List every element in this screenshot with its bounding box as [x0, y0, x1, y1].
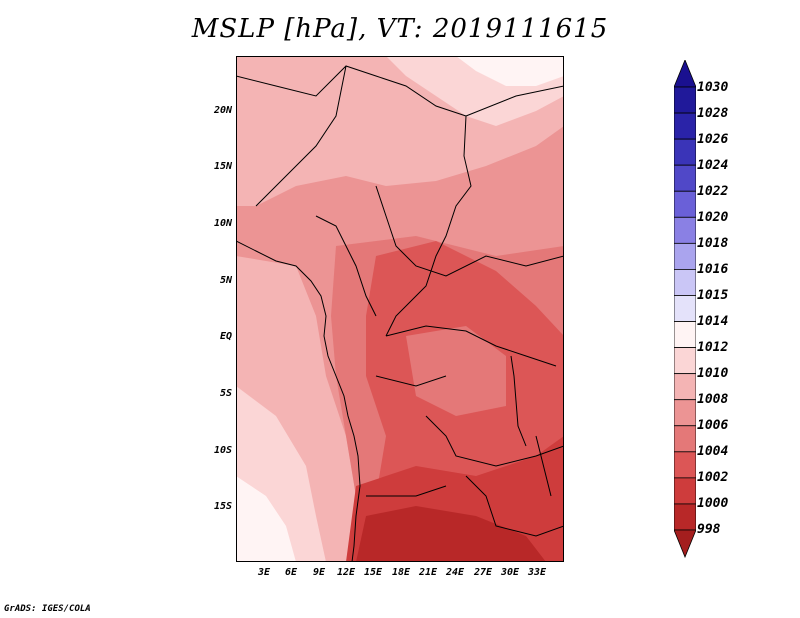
x-axis-label: 6E: [284, 567, 298, 578]
colorbar-band: [674, 164, 696, 192]
y-axis-label: 10N: [213, 218, 232, 229]
x-axis-label: 21E: [418, 567, 438, 578]
colorbar-band: [674, 86, 696, 114]
colorbar-label: 1018: [697, 236, 729, 251]
colorbar-label: 1016: [697, 262, 729, 277]
colorbar-label: 1028: [697, 106, 729, 121]
colorbar-band: [674, 477, 696, 505]
border-lines: [236, 65, 564, 537]
footer-credit: GrADS: IGES/COLA: [4, 604, 91, 614]
colorbar-band: [674, 347, 696, 375]
colorbar-band: [674, 216, 696, 244]
colorbar-bottom-arrow: [674, 529, 696, 558]
colorbar-label: 998: [697, 522, 721, 537]
colorbar-label: 1000: [697, 496, 729, 511]
colorbar-band: [674, 503, 696, 531]
colorbar-label: 1002: [697, 470, 729, 485]
colorbar-label: 1022: [697, 184, 729, 199]
fill-1012-north: [456, 56, 564, 86]
coastline-west: [236, 240, 361, 562]
colorbar-band: [674, 425, 696, 453]
colorbar-band: [674, 321, 696, 348]
colorbar-label: 1020: [697, 210, 729, 225]
colorbar-label: 1024: [697, 158, 729, 173]
colorbar-label: 1014: [697, 314, 729, 329]
colorbar-label: 1012: [697, 340, 729, 355]
x-axis-label: 15E: [363, 567, 383, 578]
lake-lines: [510, 355, 552, 497]
x-axis-label: 12E: [336, 567, 356, 578]
x-axis-label: 33E: [527, 567, 547, 578]
y-axis-label: 10S: [213, 445, 232, 456]
colorbar-band: [674, 112, 696, 140]
x-axis-label: 9E: [312, 567, 326, 578]
y-axis-label: 15N: [213, 161, 232, 172]
colorbar-band: [674, 373, 696, 401]
colorbar-band: [674, 295, 696, 322]
colorbar-label: 1008: [697, 392, 729, 407]
x-axis-label: 30E: [500, 567, 520, 578]
colorbar-band: [674, 138, 696, 166]
x-axis-label: 27E: [473, 567, 493, 578]
y-axis-label: 5N: [219, 275, 232, 286]
colorbar-band: [674, 451, 696, 479]
x-axis-label: 18E: [391, 567, 411, 578]
colorbar-label: 1010: [697, 366, 729, 381]
y-axis-label: 20N: [213, 105, 232, 116]
y-axis-label: 15S: [213, 501, 232, 512]
mslp-map: [236, 56, 564, 562]
x-axis-label: 3E: [257, 567, 271, 578]
colorbar-band: [674, 242, 696, 270]
country-borders: [236, 65, 564, 562]
colorbar-label: 1004: [697, 444, 729, 459]
fill-1012-southwest: [236, 476, 296, 562]
colorbar-band: [674, 190, 696, 218]
colorbar-top-arrow: [674, 60, 696, 88]
map-frame: [236, 56, 564, 562]
colorbar-band: [674, 399, 696, 427]
x-axis-label: 24E: [445, 567, 465, 578]
colorbar: [674, 60, 696, 558]
colorbar-label: 1030: [697, 80, 729, 95]
colorbar-label: 1015: [697, 288, 729, 303]
colorbar-label: 1006: [697, 418, 729, 433]
fill-1004-congo: [406, 326, 506, 416]
y-axis-label: 5S: [219, 388, 232, 399]
colorbar-label: 1026: [697, 132, 729, 147]
colorbar-band: [674, 269, 696, 296]
map-title: MSLP [hPa], VT: 2019111615: [191, 14, 609, 44]
y-axis-label: EQ: [219, 331, 232, 342]
fill-998-south: [356, 506, 546, 562]
